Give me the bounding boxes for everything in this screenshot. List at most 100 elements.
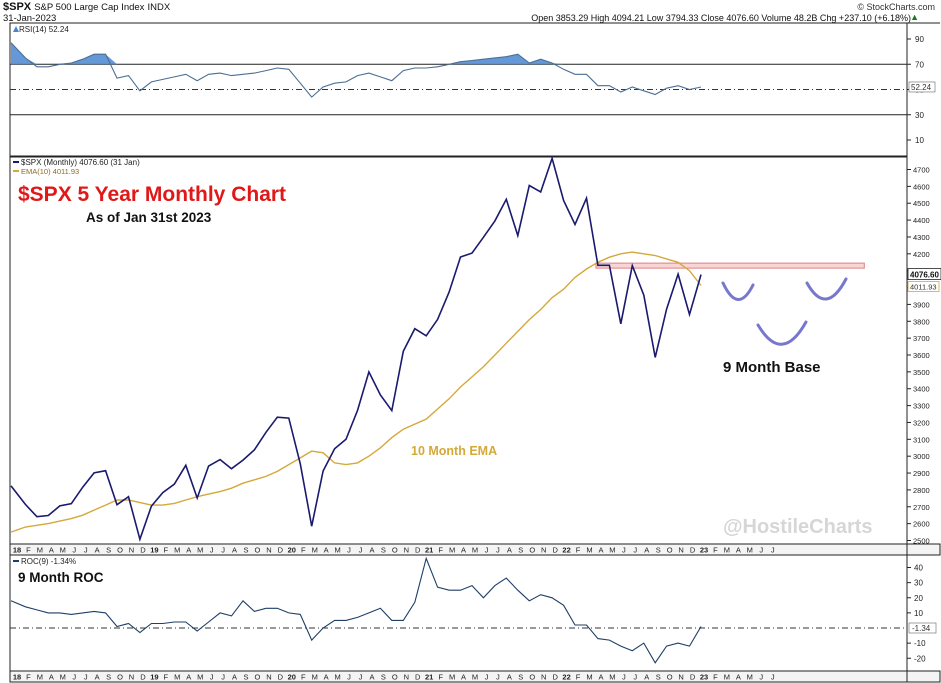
rsi-legend-icon	[13, 26, 19, 32]
x-tick-label-top: D	[552, 546, 558, 555]
header-title: $SPX S&P 500 Large Cap Index INDX	[3, 1, 170, 13]
x-tick-label-top: D	[140, 546, 146, 555]
roc-line	[10, 556, 702, 664]
x-tick-label-bottom: M	[724, 673, 730, 682]
x-tick-label-top: M	[472, 546, 478, 555]
x-tick-label-top: J	[84, 546, 88, 555]
roc-last-tag-box	[908, 622, 937, 634]
x-tick-label-top: J	[759, 546, 763, 555]
base-label: 9 Month Base	[723, 359, 821, 376]
x-tick-label-bottom: F	[301, 673, 306, 682]
roc-last-tag: -1.34	[912, 624, 931, 633]
x-tick-label-top: A	[232, 546, 237, 555]
ema-last-tag: 4011.93	[910, 283, 937, 292]
x-tick-label-bottom: J	[771, 673, 775, 682]
x-tick-label-top: J	[771, 546, 775, 555]
x-tick-label-top: O	[392, 546, 398, 555]
rsi-tick-label: 90	[915, 35, 924, 44]
hostilecharts-watermark: @HostileCharts	[723, 516, 873, 538]
price-tick-label: 3700	[913, 334, 930, 343]
x-tick-label-bottom: J	[347, 673, 351, 682]
x-tick-label-bottom: A	[507, 673, 512, 682]
price-last-tag: 4076.60	[910, 271, 939, 280]
x-tick-label-top: M	[174, 546, 180, 555]
x-tick-label-top: N	[678, 546, 683, 555]
x-tick-label-top: 21	[425, 546, 433, 555]
price-tick-label: 4300	[913, 233, 930, 242]
x-tick-label-top: J	[622, 546, 626, 555]
x-tick-label-top: M	[37, 546, 43, 555]
price-tick-label: 3100	[913, 435, 930, 444]
x-tick-label-top: A	[644, 546, 649, 555]
x-tick-label-bottom: F	[713, 673, 718, 682]
x-tick-label-bottom: M	[472, 673, 478, 682]
x-tick-label-bottom: A	[49, 673, 54, 682]
chart-title: $SPX 5 Year Monthly Chart	[18, 183, 286, 206]
x-tick-label-bottom: J	[221, 673, 225, 682]
x-tick-label-top: 18	[13, 546, 21, 555]
price-tick-label: 2800	[913, 486, 930, 495]
x-tick-label-bottom: O	[529, 673, 535, 682]
x-tick-label-bottom: O	[667, 673, 673, 682]
x-tick-label-bottom: D	[140, 673, 146, 682]
roc-tick-label: 10	[914, 609, 923, 618]
price-tick-label: 2600	[913, 520, 930, 529]
price-tick-label: 3200	[913, 418, 930, 427]
x-tick-label-top: D	[690, 546, 696, 555]
x-tick-label-bottom: J	[485, 673, 489, 682]
x-tick-label-bottom: 23	[700, 673, 708, 682]
x-tick-label-bottom: F	[576, 673, 581, 682]
x-tick-label-bottom: J	[496, 673, 500, 682]
x-tick-label-top: 20	[288, 546, 296, 555]
price-tick-label: 4400	[913, 216, 930, 225]
x-tick-label-top: M	[747, 546, 753, 555]
x-tick-label-top: D	[415, 546, 421, 555]
price-tick-label: 3900	[913, 300, 930, 309]
rsi-panel-frame	[9, 22, 908, 157]
x-tick-label-bottom: J	[84, 673, 88, 682]
x-tick-label-top: O	[667, 546, 673, 555]
x-tick-label-top: J	[496, 546, 500, 555]
x-tick-label-top: A	[186, 546, 191, 555]
x-tick-label-bottom: O	[392, 673, 398, 682]
x-tick-label-top: O	[117, 546, 123, 555]
rsi-tick-label: 10	[915, 136, 924, 145]
x-tick-label-bottom: J	[210, 673, 214, 682]
x-tick-label-bottom: D	[552, 673, 558, 682]
x-tick-label-top: F	[576, 546, 581, 555]
x-tick-label-top: M	[724, 546, 730, 555]
x-tick-label-top: A	[598, 546, 603, 555]
price-tick-label: 2700	[913, 503, 930, 512]
roc-tick-label: -10	[914, 639, 926, 648]
x-tick-label-top: N	[404, 546, 409, 555]
base-arc-middle	[756, 320, 808, 346]
roc-legend: ROC(9) -1.34%	[21, 557, 76, 566]
asof-label: As of Jan 31st 2023	[86, 210, 212, 225]
price-tick-label: 4700	[913, 166, 930, 175]
x-tick-label-top: 23	[700, 546, 708, 555]
rsi-tick-label: 70	[915, 60, 924, 69]
x-tick-label-bottom: M	[197, 673, 203, 682]
x-tick-label-top: M	[449, 546, 455, 555]
x-tick-label-top: N	[129, 546, 134, 555]
rsi-overbought-fill	[11, 42, 701, 65]
index-name: S&P 500 Large Cap Index	[34, 2, 145, 13]
x-tick-label-top: A	[736, 546, 741, 555]
x-tick-label-bottom: S	[518, 673, 523, 682]
x-tick-label-bottom: F	[26, 673, 31, 682]
x-tick-label-top: J	[221, 546, 225, 555]
price-legend: $SPX (Monthly) 4076.60 (31 Jan)	[21, 158, 140, 167]
ohlc-readout: Open 3853.29 High 4094.21 Low 3794.33 Cl…	[531, 13, 911, 23]
x-tick-label-top: F	[26, 546, 31, 555]
x-tick-label-top: A	[507, 546, 512, 555]
x-tick-label-bottom: M	[37, 673, 43, 682]
x-tick-label-bottom: N	[129, 673, 134, 682]
x-tick-label-bottom: A	[232, 673, 237, 682]
rsi-line	[10, 42, 702, 98]
x-tick-label-top: J	[633, 546, 637, 555]
x-tick-label-top: M	[586, 546, 592, 555]
x-tick-label-top: S	[518, 546, 523, 555]
change-up-icon: ▲	[910, 12, 919, 22]
x-tick-label-top: 22	[562, 546, 570, 555]
roc-tick-label: 30	[914, 579, 923, 588]
